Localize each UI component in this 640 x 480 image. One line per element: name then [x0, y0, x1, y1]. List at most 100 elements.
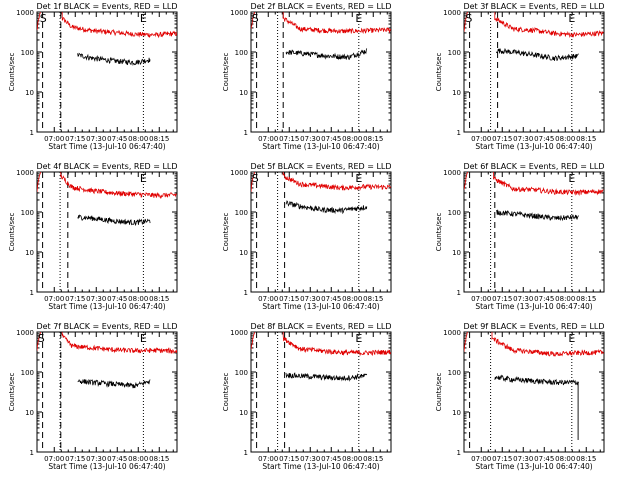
x-tick-label: 07:45	[107, 455, 127, 463]
marker-e: E	[140, 332, 147, 345]
chart-title: Det 5f BLACK = Events, RED = LLD	[250, 162, 391, 171]
red-lld-line	[493, 172, 604, 196]
x-tick-label: 08:15	[576, 295, 596, 303]
y-tick-label: 100	[448, 209, 461, 217]
x-tick-label: 08:15	[149, 455, 169, 463]
y-tick-label: 10	[239, 409, 248, 417]
y-tick-label: 1000	[443, 169, 461, 177]
chart-panel: Det 9f BLACK = Events, RED = LLD 1 10 100 10…	[435, 322, 605, 471]
x-tick-label: 08:15	[363, 135, 383, 143]
y-tick-label: 1000	[230, 9, 248, 17]
x-tick-label: 07:45	[321, 135, 341, 143]
x-axis-label: Start Time (13-Jul-10 06:47:40)	[262, 302, 379, 311]
y-tick-label: 100	[448, 369, 461, 377]
x-tick-label: 07:00	[44, 455, 64, 463]
plot-area	[37, 172, 177, 292]
x-tick-label: 07:15	[65, 135, 85, 143]
x-tick-label: 08:15	[363, 295, 383, 303]
marker-e: E	[568, 172, 575, 185]
x-tick-label: 07:15	[279, 295, 299, 303]
black-events-line	[496, 209, 579, 222]
y-tick-label: 100	[235, 369, 248, 377]
y-tick-label: 100	[235, 49, 248, 57]
y-tick-label: 1	[457, 129, 461, 137]
y-tick-label: 1000	[230, 329, 248, 337]
y-tick-label: 10	[25, 249, 34, 257]
x-tick-label: 07:00	[258, 135, 278, 143]
marker-s: S	[40, 12, 47, 25]
chart-title: Det 8f BLACK = Events, RED = LLD	[250, 322, 391, 331]
chart-title: Det 7f BLACK = Events, RED = LLD	[36, 322, 177, 331]
plot-frame	[250, 171, 392, 293]
y-axis-label: Counts/sec	[8, 53, 16, 92]
red-lld-line	[37, 12, 41, 31]
x-tick-label: 07:30	[86, 135, 106, 143]
x-tick-label: 08:15	[149, 295, 169, 303]
chart-panel: Det 5f BLACK = Events, RED = LLD 1 10 100 10…	[222, 162, 392, 311]
y-tick-label: 100	[235, 209, 248, 217]
x-tick-label: 08:00	[128, 135, 148, 143]
red-lld-line	[60, 172, 177, 200]
x-tick-label: 07:15	[279, 455, 299, 463]
x-tick-label: 07:00	[44, 295, 64, 303]
y-tick-label: 1000	[230, 169, 248, 177]
x-axis-label: Start Time (13-Jul-10 06:47:40)	[48, 302, 165, 311]
plot-area	[464, 172, 604, 292]
x-tick-label: 08:00	[342, 455, 362, 463]
y-axis-label: Counts/sec	[435, 213, 443, 252]
black-events-line	[495, 47, 579, 61]
x-axis-label: Start Time (13-Jul-10 06:47:40)	[475, 142, 592, 151]
red-lld-line	[282, 172, 391, 191]
y-tick-label: 1000	[16, 9, 34, 17]
plot-frame	[250, 11, 392, 133]
y-tick-label: 10	[25, 409, 34, 417]
x-tick-label: 08:00	[555, 455, 575, 463]
x-tick-label: 07:45	[321, 295, 341, 303]
y-tick-label: 1	[30, 449, 34, 457]
y-tick-label: 1	[30, 289, 34, 297]
y-tick-label: 10	[452, 249, 461, 257]
x-tick-label: 07:45	[534, 455, 554, 463]
black-events-line	[285, 200, 368, 215]
x-axis-label: Start Time (13-Jul-10 06:47:40)	[475, 462, 592, 471]
marker-e: E	[355, 332, 362, 345]
plot-area	[251, 12, 391, 132]
y-tick-label: 1000	[443, 329, 461, 337]
red-lld-line	[282, 12, 391, 35]
x-axis-label: Start Time (13-Jul-10 06:47:40)	[262, 462, 379, 471]
x-tick-label: 07:30	[300, 455, 320, 463]
plot-area	[37, 12, 177, 132]
plot-area	[37, 332, 177, 452]
chart-title: Det 9f BLACK = Events, RED = LLD	[463, 322, 604, 331]
y-tick-label: 10	[25, 89, 34, 97]
marker-e: E	[355, 12, 362, 25]
plot-frame	[36, 11, 178, 133]
y-tick-label: 10	[452, 89, 461, 97]
x-tick-label: 07:30	[86, 455, 106, 463]
x-tick-label: 07:30	[86, 295, 106, 303]
chart-panel: Det 7f BLACK = Events, RED = LLD 1 10 100 10…	[8, 322, 178, 471]
y-axis-label: Counts/sec	[435, 53, 443, 92]
x-tick-label: 08:00	[342, 295, 362, 303]
chart-title: Det 3f BLACK = Events, RED = LLD	[463, 2, 604, 11]
chart-panel: Det 1f BLACK = Events, RED = LLD 1 10 100 10…	[8, 2, 178, 151]
plot-frame	[463, 331, 605, 453]
chart-panel: Det 3f BLACK = Events, RED = LLD 1 10 100 10…	[435, 2, 605, 151]
chart-panel: Det 6f BLACK = Events, RED = LLD 1 10 100 10…	[435, 162, 605, 311]
y-axis-label: Counts/sec	[435, 373, 443, 412]
chart-panel: Det 2f BLACK = Events, RED = LLD 1 10 100 10…	[222, 2, 392, 151]
marker-s: S	[38, 332, 45, 345]
x-tick-label: 07:15	[492, 295, 512, 303]
x-tick-label: 07:45	[107, 295, 127, 303]
black-events-line	[77, 378, 151, 389]
black-events-line	[77, 214, 151, 227]
black-events-line	[285, 48, 368, 61]
red-lld-line	[251, 332, 256, 350]
x-axis-label: Start Time (13-Jul-10 06:47:40)	[48, 462, 165, 471]
y-tick-label: 10	[239, 249, 248, 257]
x-tick-label: 07:30	[513, 455, 533, 463]
chart-title: Det 6f BLACK = Events, RED = LLD	[463, 162, 604, 171]
y-tick-label: 10	[452, 409, 461, 417]
x-tick-label: 07:45	[534, 295, 554, 303]
black-events-line	[77, 52, 151, 66]
